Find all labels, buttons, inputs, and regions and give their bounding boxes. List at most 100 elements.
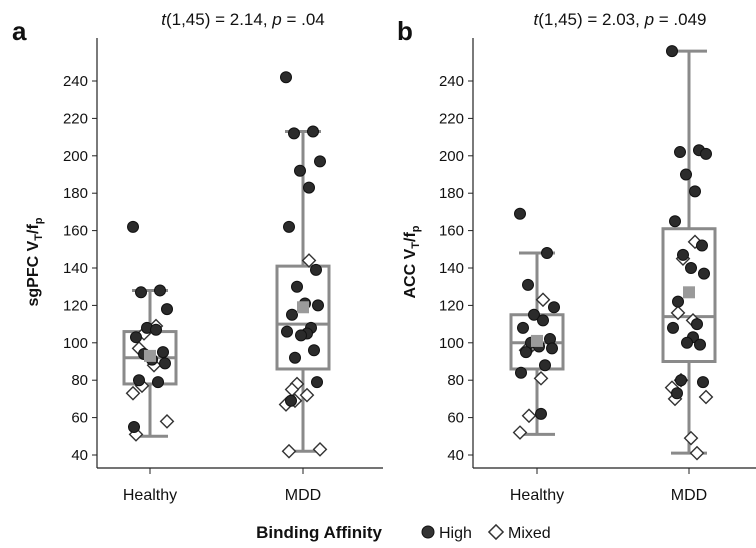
mixed-point [683, 430, 699, 446]
high-point [288, 127, 300, 140]
high-point [541, 247, 553, 260]
mixed-point [689, 445, 705, 461]
mean-marker [683, 286, 695, 299]
legend-mixed-label: Mixed [508, 525, 551, 542]
high-point [681, 336, 693, 349]
high-point [515, 366, 527, 379]
y-tick-label: 200 [439, 148, 464, 165]
high-point [310, 263, 322, 276]
high-point [675, 374, 687, 387]
ylabel-main: sgPFC V [25, 240, 42, 306]
high-point [154, 284, 166, 297]
y-tick-label: 220 [439, 110, 464, 127]
stat-text-t: (1,45) = 2.03, [538, 10, 644, 29]
high-point [539, 359, 551, 372]
mixed-point [698, 389, 714, 405]
stat-text-p: = .04 [282, 10, 325, 29]
high-point [528, 308, 540, 321]
stat-text-p: = .049 [654, 10, 706, 29]
high-point [698, 267, 710, 280]
high-point [135, 286, 147, 299]
box-iqr [275, 264, 331, 371]
high-point [700, 147, 712, 160]
x-category-label: Healthy [123, 487, 177, 504]
high-point [672, 295, 684, 308]
y-tick-label: 140 [439, 260, 464, 277]
high-point [289, 351, 301, 364]
stat-symbol-t: t [161, 10, 167, 29]
stat-symbol-p: p [271, 10, 281, 29]
mixed-point [284, 382, 300, 397]
ylabel-main: ACC V [402, 248, 419, 298]
high-point [546, 342, 558, 355]
mixed-point [281, 443, 297, 459]
y-tick-label: 100 [63, 335, 88, 352]
y-tick-label: 140 [63, 260, 88, 277]
y-tick-label: 240 [63, 73, 88, 90]
x-category-label: MDD [671, 487, 707, 504]
high-point [161, 303, 173, 316]
y-tick-label: 100 [439, 335, 464, 352]
y-tick-label: 40 [447, 447, 464, 464]
ylabel-mid: /f [402, 232, 419, 242]
legend-title: Binding Affinity [256, 523, 382, 542]
high-point [677, 248, 689, 261]
high-point [535, 407, 547, 420]
box-iqr [661, 227, 717, 363]
high-point [307, 125, 319, 138]
stat-symbol-t: t [534, 10, 540, 29]
high-point [691, 318, 703, 331]
high-point [669, 215, 681, 228]
mixed-point [670, 305, 686, 321]
y-tick-label: 80 [447, 372, 464, 389]
high-point [667, 321, 679, 334]
high-point [674, 146, 686, 159]
ylabel-mid: /f [25, 224, 42, 234]
y-tick-label: 180 [439, 185, 464, 202]
high-point [680, 168, 692, 181]
stat-text-t: (1,45) = 2.14, [166, 10, 272, 29]
mixed-point [159, 413, 175, 429]
legend-mixed-marker [487, 523, 505, 541]
mixed-point [535, 292, 551, 308]
mixed-point [299, 387, 315, 403]
mixed-point [533, 370, 549, 386]
high-point [689, 185, 701, 198]
y-tick-label: 40 [71, 447, 88, 464]
high-point [127, 220, 139, 233]
high-point [130, 331, 142, 344]
panel-b: b t(1,45) = 2.03, p = .049 ACC VT/fp 406… [397, 10, 756, 504]
high-point [157, 346, 169, 359]
ylabel-sub1: T [410, 242, 422, 249]
high-point [286, 308, 298, 321]
mean-marker [144, 349, 156, 362]
high-point [280, 71, 292, 84]
high-point [671, 387, 683, 400]
mixed-point [512, 425, 528, 440]
stat-symbol-p: p [644, 10, 654, 29]
high-point [520, 346, 532, 359]
y-tick-label: 120 [439, 297, 464, 314]
high-point [537, 314, 549, 327]
high-point [308, 344, 320, 357]
high-point [283, 220, 295, 233]
legend: Binding Affinity High Mixed [256, 523, 551, 542]
y-tick-label: 200 [63, 148, 88, 165]
high-point [694, 338, 706, 351]
y-tick-label: 120 [63, 297, 88, 314]
high-point [697, 376, 709, 389]
y-axis-label-b: ACC VT/fp [402, 225, 422, 298]
high-point [311, 376, 323, 389]
y-axis-label-a: sgPFC VT/fp [25, 217, 45, 306]
ylabel-sub2: p [33, 217, 45, 224]
x-category-label: MDD [285, 487, 321, 504]
mixed-point [312, 442, 328, 457]
panel-a: a t(1,45) = 2.14, p = .04 sgPFC VT/fp 40… [12, 10, 383, 504]
x-category-label: Healthy [510, 487, 564, 504]
high-point [314, 155, 326, 168]
panel-letter-a: a [12, 16, 27, 46]
high-point [522, 278, 534, 291]
panel-letter-b: b [397, 16, 413, 46]
legend-high-label: High [439, 525, 472, 542]
high-point [152, 376, 164, 389]
